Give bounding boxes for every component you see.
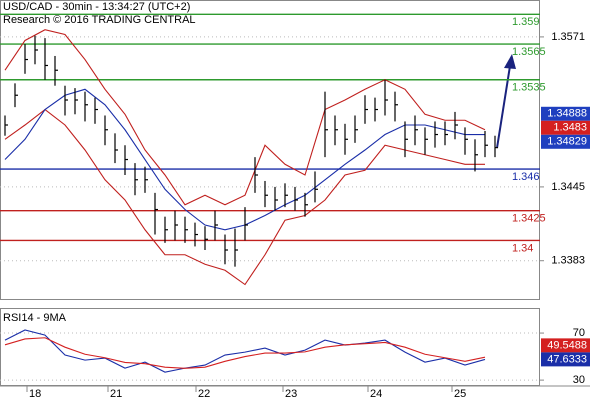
- x-tick-label: 24: [370, 388, 382, 400]
- forecast-arrow-head: [504, 54, 516, 69]
- y-tick-label: 30: [573, 374, 585, 386]
- y-tick-label: 1.3571: [551, 31, 585, 43]
- price-tag-box: [541, 106, 590, 121]
- level-label: 1.34: [512, 242, 533, 254]
- y-tick-label: 70: [573, 327, 585, 339]
- price-tag-label: 1.34888: [547, 108, 587, 120]
- x-tick-label: 23: [285, 388, 297, 400]
- rsi-line: [4, 337, 486, 369]
- x-tick-label: 25: [454, 388, 466, 400]
- plot-layer: 1.3571 1.3445 1.3383 1.359 1.3565 1.3535 1.346…: [0, 13, 590, 400]
- level-label: 1.3425: [512, 213, 546, 225]
- level-label: 1.3565: [512, 46, 546, 58]
- x-tick-label: 21: [110, 388, 122, 400]
- y-tick-label: 1.3445: [551, 181, 585, 193]
- price-tag-label: 47.6333: [547, 353, 587, 365]
- price-panel: [0, 0, 540, 300]
- price-tag-label: 49.5488: [547, 339, 587, 351]
- x-tick-label: 18: [29, 388, 41, 400]
- price-tag-box: [541, 338, 590, 353]
- price-tag-box: [541, 134, 590, 149]
- rsi-line: [4, 329, 486, 373]
- x-tick-label: 22: [198, 388, 210, 400]
- level-label: 1.359: [512, 16, 540, 28]
- price-tag-box: [541, 120, 590, 135]
- level-label: 1.3535: [512, 82, 546, 94]
- price-tag-label: 1.34829: [547, 136, 587, 148]
- chart-subtitle: Research © 2016 TRADING CENTRAL: [3, 14, 196, 26]
- rsi-title: RSI14 - 9MA: [3, 312, 67, 324]
- bollinger-upper: [4, 29, 486, 206]
- y-tick-label: 1.3383: [551, 255, 585, 267]
- chart-title: USD/CAD - 30min - 13:34:27 (UTC+2): [3, 1, 190, 13]
- price-tag-label: 1.3483: [553, 122, 587, 134]
- price-tag-box: [541, 352, 590, 367]
- level-label: 1.346: [512, 171, 540, 183]
